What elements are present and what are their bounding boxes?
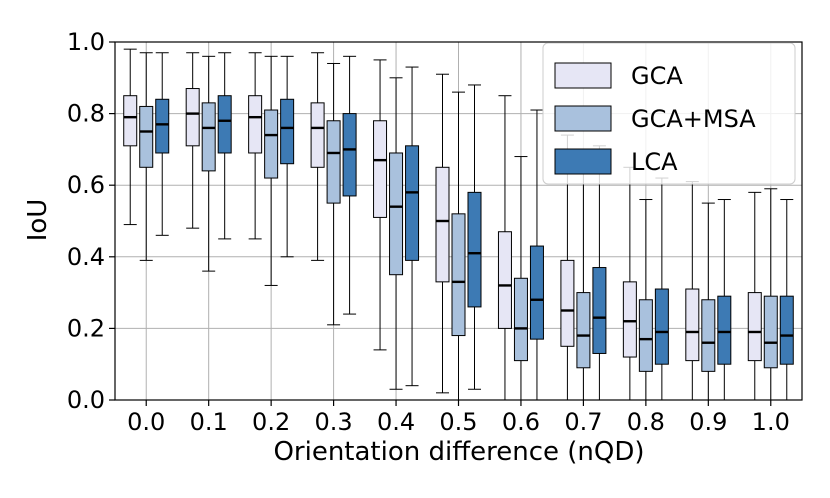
box-gca-msa — [451, 91, 466, 401]
x-tick-label: 0.2 — [252, 408, 290, 436]
box-iqr — [123, 95, 138, 147]
box-iqr — [185, 88, 200, 147]
box-iqr — [638, 299, 653, 372]
box-gca — [622, 166, 637, 401]
box-iqr — [264, 109, 279, 179]
box-iqr — [622, 281, 637, 358]
box-iqr — [248, 95, 263, 154]
box-lca — [342, 55, 357, 315]
y-tick-label: 0.4 — [67, 243, 105, 271]
box-iqr — [685, 288, 700, 362]
x-tick-label: 1.0 — [752, 408, 790, 436]
y-tick-label: 0.8 — [67, 100, 105, 128]
boxes — [123, 48, 794, 401]
box-gca — [185, 52, 200, 229]
box-iqr — [654, 288, 669, 365]
box-gca-msa — [763, 188, 778, 401]
x-tick-label: 0.1 — [190, 408, 228, 436]
box-iqr — [326, 120, 341, 204]
x-tick-label: 0.5 — [439, 408, 477, 436]
box-iqr — [342, 113, 357, 197]
box-gca — [310, 52, 325, 261]
box-iqr — [217, 95, 232, 154]
x-tick-label: 0.6 — [502, 408, 540, 436]
legend-swatch — [554, 62, 612, 89]
box-gca-msa — [701, 202, 716, 401]
box-iqr — [576, 292, 591, 369]
box-lca — [405, 66, 420, 387]
box-iqr — [405, 145, 420, 261]
x-tick-label: 0.0 — [127, 408, 165, 436]
y-tick-label: 1.0 — [67, 28, 105, 56]
box-iqr — [560, 259, 575, 347]
box-iqr — [155, 98, 170, 154]
plot-frame — [114, 41, 803, 401]
box-iqr — [139, 105, 154, 168]
x-tick-label: 0.9 — [689, 408, 727, 436]
box-iqr — [529, 245, 544, 340]
y-tick-label: 0.2 — [67, 314, 105, 342]
box-gca — [435, 73, 450, 394]
box-iqr — [497, 231, 512, 329]
box-gca-msa — [576, 159, 591, 401]
legend-swatch — [554, 148, 612, 175]
box-lca — [217, 52, 232, 240]
box-gca — [685, 181, 700, 401]
box-lca — [779, 199, 794, 401]
legend-swatch — [554, 105, 612, 132]
box-iqr — [310, 102, 325, 168]
legend-entry-gca-msa: GCA+MSA — [554, 105, 756, 133]
x-tick-label: 0.8 — [627, 408, 665, 436]
box-gca — [123, 48, 138, 226]
x-tick-label: 0.4 — [377, 408, 415, 436]
box-iqr — [717, 295, 732, 365]
box-lca — [717, 199, 732, 401]
x-tick-label: 0.3 — [315, 408, 353, 436]
box-iqr — [435, 166, 450, 283]
box-iqr — [747, 292, 762, 362]
box-iqr — [389, 152, 404, 276]
box-gca — [747, 191, 762, 401]
legend: GCA GCA+MSA LCA — [542, 42, 796, 185]
box-iqr — [701, 299, 716, 372]
box-iqr — [451, 213, 466, 337]
box-gca — [373, 59, 388, 351]
box-lca — [654, 177, 669, 401]
box-iqr — [467, 191, 482, 308]
box-gca — [497, 95, 512, 401]
y-tick-label: 0.6 — [67, 171, 105, 199]
box-lca — [155, 52, 170, 236]
legend-label: GCA — [631, 62, 683, 90]
box-iqr — [201, 102, 216, 172]
box-iqr — [763, 295, 778, 369]
box-gca-msa — [513, 156, 528, 401]
box-iqr — [779, 295, 794, 365]
box-gca-msa — [264, 55, 279, 286]
box-iqr — [280, 98, 295, 165]
x-tick-label: 0.7 — [564, 408, 602, 436]
legend-entry-gca: GCA — [554, 62, 683, 90]
box-gca-msa — [139, 52, 154, 261]
legend-label: GCA+MSA — [631, 105, 756, 133]
box-lca — [467, 84, 482, 390]
box-iqr — [592, 267, 607, 354]
legend-entry-lca: LCA — [554, 148, 678, 176]
box-iqr — [373, 120, 388, 218]
box-gca-msa — [326, 62, 341, 326]
y-tick-label: 0.0 — [67, 386, 105, 414]
box-iqr — [513, 277, 528, 362]
box-lca — [529, 109, 544, 401]
legend-label: LCA — [631, 148, 678, 176]
box-gca-msa — [638, 199, 653, 401]
box-gca-msa — [389, 77, 404, 390]
x-axis-label: Orientation difference (nQD) — [273, 437, 644, 467]
box-gca — [248, 52, 263, 240]
box-lca — [280, 55, 295, 258]
axes: 0.0 0.2 0.4 0.6 0.8 1.0 0.0 0.1 0.2 0.3 0.4 0.5 0.6 0… — [67, 28, 803, 436]
y-axis-label: IoU — [23, 199, 53, 242]
box-gca-msa — [201, 55, 216, 272]
